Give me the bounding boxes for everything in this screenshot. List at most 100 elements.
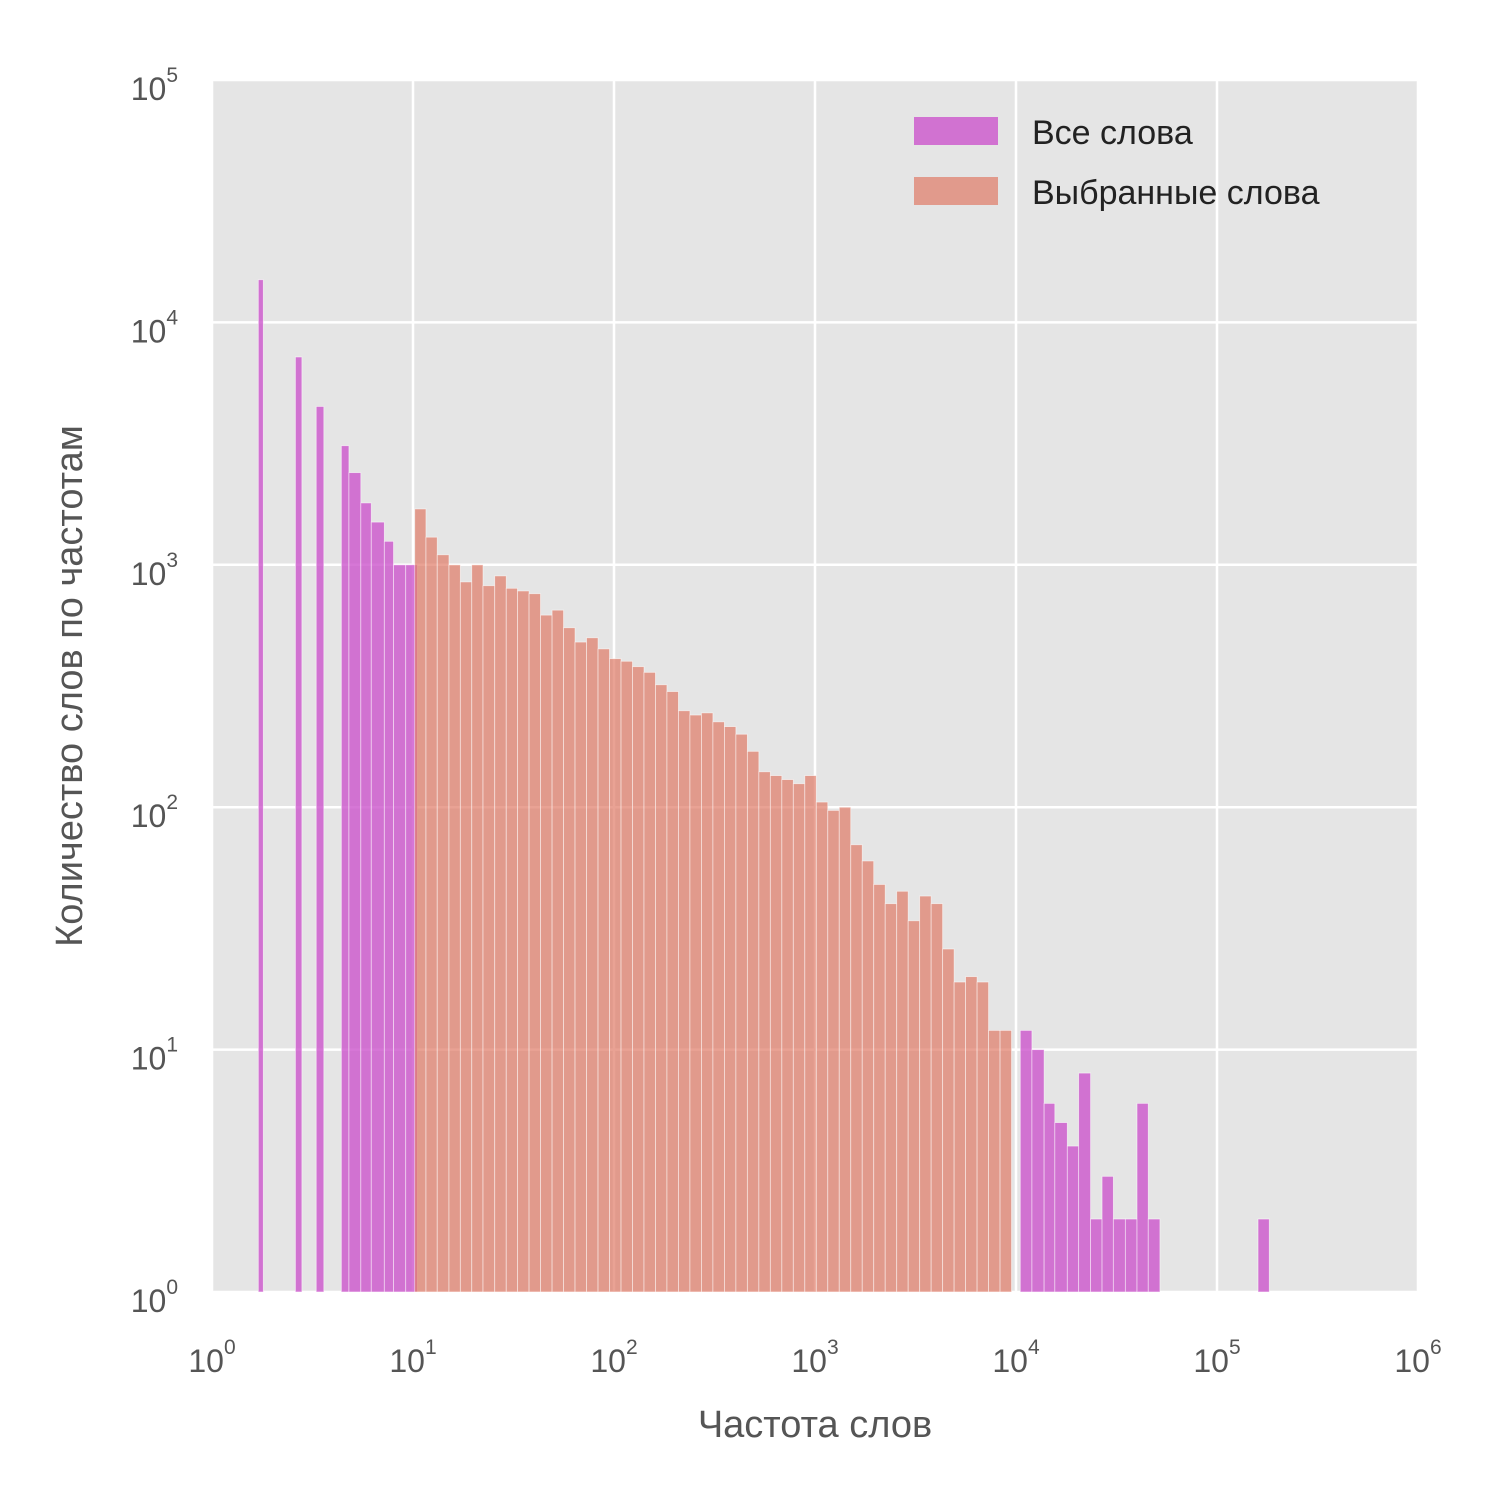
bar xyxy=(471,564,484,1293)
bar xyxy=(655,684,668,1293)
bar xyxy=(942,948,955,1293)
bar xyxy=(448,564,461,1293)
bar xyxy=(482,585,496,1293)
y-tick-label: 103 xyxy=(131,549,178,592)
bar xyxy=(850,844,863,1293)
bar xyxy=(620,660,633,1293)
bar xyxy=(758,771,771,1293)
bar xyxy=(827,810,840,1293)
bar xyxy=(643,671,656,1293)
bar xyxy=(551,609,564,1293)
bar xyxy=(838,806,852,1293)
bar xyxy=(930,903,944,1293)
x-tick-label: 100 xyxy=(188,1336,235,1379)
bar xyxy=(383,540,394,1293)
bar xyxy=(746,750,760,1293)
bar xyxy=(609,658,622,1293)
bar xyxy=(1043,1102,1056,1293)
x-tick-label: 105 xyxy=(1193,1336,1240,1379)
bar xyxy=(1147,1218,1161,1293)
bar xyxy=(769,775,783,1293)
bar xyxy=(919,895,932,1293)
legend: Все слова Выбранные слова xyxy=(914,114,1320,212)
bar xyxy=(459,581,473,1293)
bar xyxy=(988,1030,1001,1293)
x-tick-label: 106 xyxy=(1394,1336,1441,1379)
bar xyxy=(370,521,385,1293)
bar xyxy=(425,536,438,1293)
bar xyxy=(257,279,264,1293)
bar xyxy=(528,593,541,1293)
y-tick-label: 102 xyxy=(131,791,178,834)
x-tick-label: 101 xyxy=(389,1336,436,1379)
bar xyxy=(574,641,587,1293)
y-tick-labels: 100 101 102 103 104 105 xyxy=(131,64,179,1319)
bar xyxy=(689,714,702,1293)
x-tick-label: 104 xyxy=(992,1336,1040,1379)
bar xyxy=(884,903,898,1293)
legend-label-selected-words: Выбранные слова xyxy=(1032,174,1320,212)
bar xyxy=(1112,1218,1126,1293)
x-tick-label: 103 xyxy=(791,1336,838,1379)
bar xyxy=(563,627,576,1293)
bar xyxy=(1054,1122,1068,1293)
bar xyxy=(632,666,645,1293)
bar xyxy=(1136,1102,1149,1293)
bar xyxy=(666,691,679,1293)
bar xyxy=(792,783,806,1293)
bar xyxy=(1090,1218,1103,1293)
bar xyxy=(315,406,325,1293)
bar xyxy=(494,575,507,1293)
bar xyxy=(1078,1072,1091,1293)
bar xyxy=(953,981,967,1293)
series-selected-words xyxy=(414,508,1012,1293)
bar xyxy=(1101,1175,1114,1293)
legend-label-all-words: Все слова xyxy=(1032,114,1193,152)
bar xyxy=(873,884,886,1293)
bar xyxy=(976,981,989,1293)
bar xyxy=(295,356,303,1293)
bar xyxy=(701,712,714,1293)
bar xyxy=(597,648,610,1293)
bar xyxy=(907,920,921,1293)
bars xyxy=(257,279,1270,1293)
bar xyxy=(360,502,372,1293)
bar xyxy=(861,860,875,1293)
bar xyxy=(1031,1049,1045,1293)
bar xyxy=(781,779,794,1293)
bar xyxy=(436,554,450,1293)
bar xyxy=(712,721,725,1293)
bar xyxy=(678,710,691,1293)
bar xyxy=(1066,1145,1080,1293)
bar xyxy=(896,890,909,1293)
x-tick-label: 102 xyxy=(590,1336,637,1379)
y-tick-label: 100 xyxy=(131,1276,178,1319)
bar xyxy=(1257,1218,1270,1293)
bar xyxy=(586,637,599,1293)
bar xyxy=(517,590,530,1293)
legend-swatch-selected-words xyxy=(914,177,998,205)
legend-swatch-all-words xyxy=(914,117,998,145)
bar xyxy=(965,976,978,1293)
y-tick-label: 104 xyxy=(131,306,179,349)
bar xyxy=(723,726,737,1293)
bar xyxy=(340,445,350,1293)
series-all-words xyxy=(257,279,1270,1293)
bar xyxy=(735,733,748,1293)
y-tick-label: 101 xyxy=(131,1034,178,1077)
bar xyxy=(1124,1218,1138,1293)
bar xyxy=(540,614,553,1293)
bar xyxy=(505,587,518,1293)
y-axis-title: Количество слов по частотам xyxy=(49,425,91,947)
bar xyxy=(999,1030,1012,1293)
bar xyxy=(1019,1030,1033,1293)
bar xyxy=(804,775,817,1293)
bar xyxy=(348,472,362,1293)
x-axis-title: Частота слов xyxy=(698,1404,932,1446)
y-tick-label: 105 xyxy=(131,64,178,107)
bar xyxy=(815,801,829,1293)
bar xyxy=(393,564,407,1293)
x-tick-labels: 100 101 102 103 104 105 106 xyxy=(188,1336,1441,1379)
bar xyxy=(414,508,427,1293)
